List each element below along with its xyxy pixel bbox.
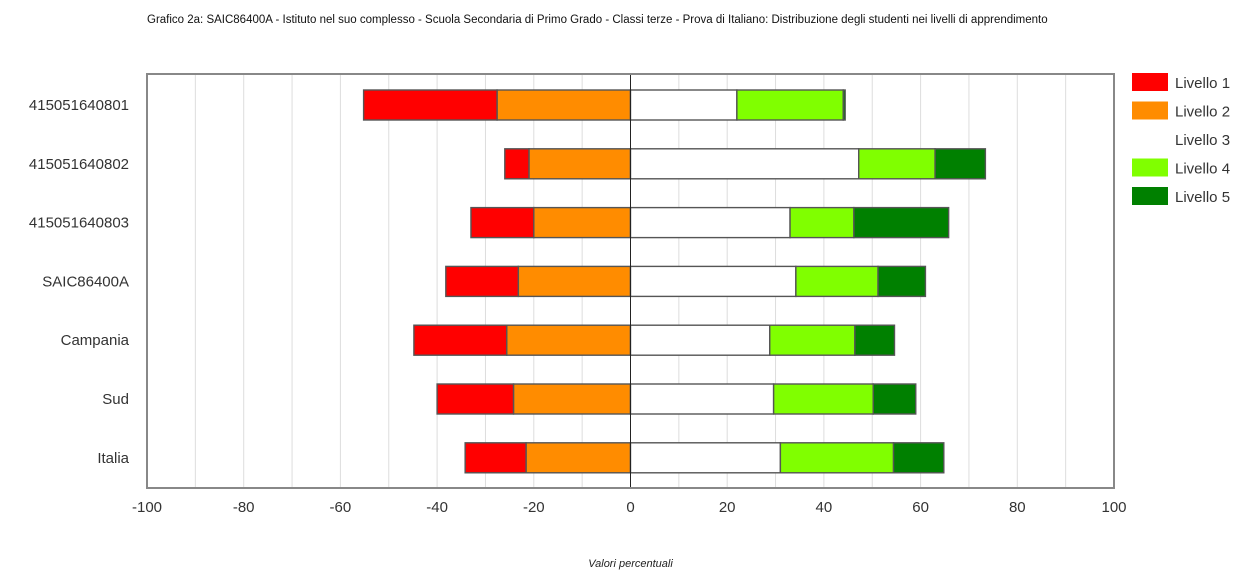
bar-livello-2-5 (512, 383, 632, 415)
legend-swatch-4 (1132, 158, 1168, 177)
bar-livello-3-6 (629, 442, 782, 474)
bar-livello-1-1 (504, 148, 530, 180)
legend-swatch-1 (1132, 73, 1168, 91)
bar-livello-4-6 (779, 442, 895, 474)
x-tick-label: -100 (132, 499, 162, 516)
bar-livello-1-6 (464, 442, 527, 474)
bar-livello-2-3 (517, 265, 632, 298)
legend-label-2: Livello 2 (1175, 104, 1230, 121)
frame-layer (146, 73, 1115, 489)
bar-livello-5-1 (934, 148, 987, 180)
x-tick-label: -60 (330, 499, 352, 516)
bar-livello-3-3 (629, 265, 797, 298)
plot-frame (146, 73, 1115, 489)
x-tick-label: 0 (626, 499, 634, 516)
x-tick-label: -20 (523, 499, 545, 516)
bar-livello-1-4 (413, 324, 508, 356)
category-label: 415051640803 (29, 215, 129, 232)
bar-livello-5-5 (872, 383, 917, 415)
bar-livello-3-0 (629, 89, 738, 121)
bar-livello-4-5 (772, 383, 874, 415)
bar-livello-3-4 (629, 324, 771, 356)
x-tick-label: 100 (1101, 499, 1126, 516)
legend-swatch-2 (1132, 101, 1168, 120)
x-tick-label: 60 (912, 499, 929, 516)
x-tick-label: 80 (1009, 499, 1026, 516)
ticks-layer: -100 -80 -60 -40 -20 0 20 40 60 80 100 (132, 499, 1127, 516)
bar-livello-5-6 (892, 442, 945, 474)
bar-livello-4-3 (795, 265, 879, 298)
chart-title: Grafico 2a: SAIC86400A - Istituto nel su… (147, 14, 1048, 26)
x-tick-label: 20 (719, 499, 736, 516)
legend-swatch-5 (1132, 187, 1168, 205)
bar-livello-4-0 (736, 89, 844, 121)
bar-livello-2-6 (525, 442, 632, 474)
bars-layer (362, 89, 987, 474)
bar-livello-2-4 (506, 324, 632, 356)
bar-livello-3-5 (629, 383, 775, 415)
category-label: Italia (97, 450, 129, 467)
x-axis-title: Valori percentuali (588, 558, 673, 570)
bar-livello-2-2 (533, 206, 632, 239)
bar-livello-5-4 (854, 324, 896, 356)
x-tick-label: -40 (426, 499, 448, 516)
bar-livello-1-5 (436, 383, 515, 415)
bar-livello-4-4 (769, 324, 856, 356)
legend-label-5: Livello 5 (1175, 189, 1230, 206)
legend-label-4: Livello 4 (1175, 161, 1230, 178)
bar-livello-4-1 (858, 148, 936, 180)
bar-livello-3-1 (629, 148, 860, 180)
bar-livello-4-2 (789, 206, 855, 239)
bar-livello-5-0 (842, 89, 846, 121)
bar-livello-2-0 (496, 89, 632, 121)
legend-label-3: Livello 3 (1175, 132, 1230, 149)
category-label: Campania (61, 332, 130, 349)
category-labels: 415051640801 415051640802 415051640803 SAIC… (29, 97, 130, 467)
category-label: 415051640802 (29, 156, 129, 173)
x-tick-label: -80 (233, 499, 255, 516)
legend: Livello 1 Livello 2 Livello 3 Livello 4 Live… (1132, 73, 1230, 206)
category-label: Sud (102, 391, 129, 408)
x-tick-label: 40 (816, 499, 833, 516)
bar-livello-3-2 (629, 206, 791, 239)
bar-livello-1-3 (445, 265, 520, 298)
legend-label-1: Livello 1 (1175, 75, 1230, 92)
bar-livello-2-1 (528, 148, 632, 180)
bar-livello-5-2 (853, 206, 950, 239)
bar-livello-5-3 (877, 265, 927, 298)
category-label: SAIC86400A (42, 273, 129, 290)
bar-livello-1-0 (362, 89, 498, 121)
category-label: 415051640801 (29, 97, 129, 114)
bar-livello-1-2 (470, 206, 535, 239)
